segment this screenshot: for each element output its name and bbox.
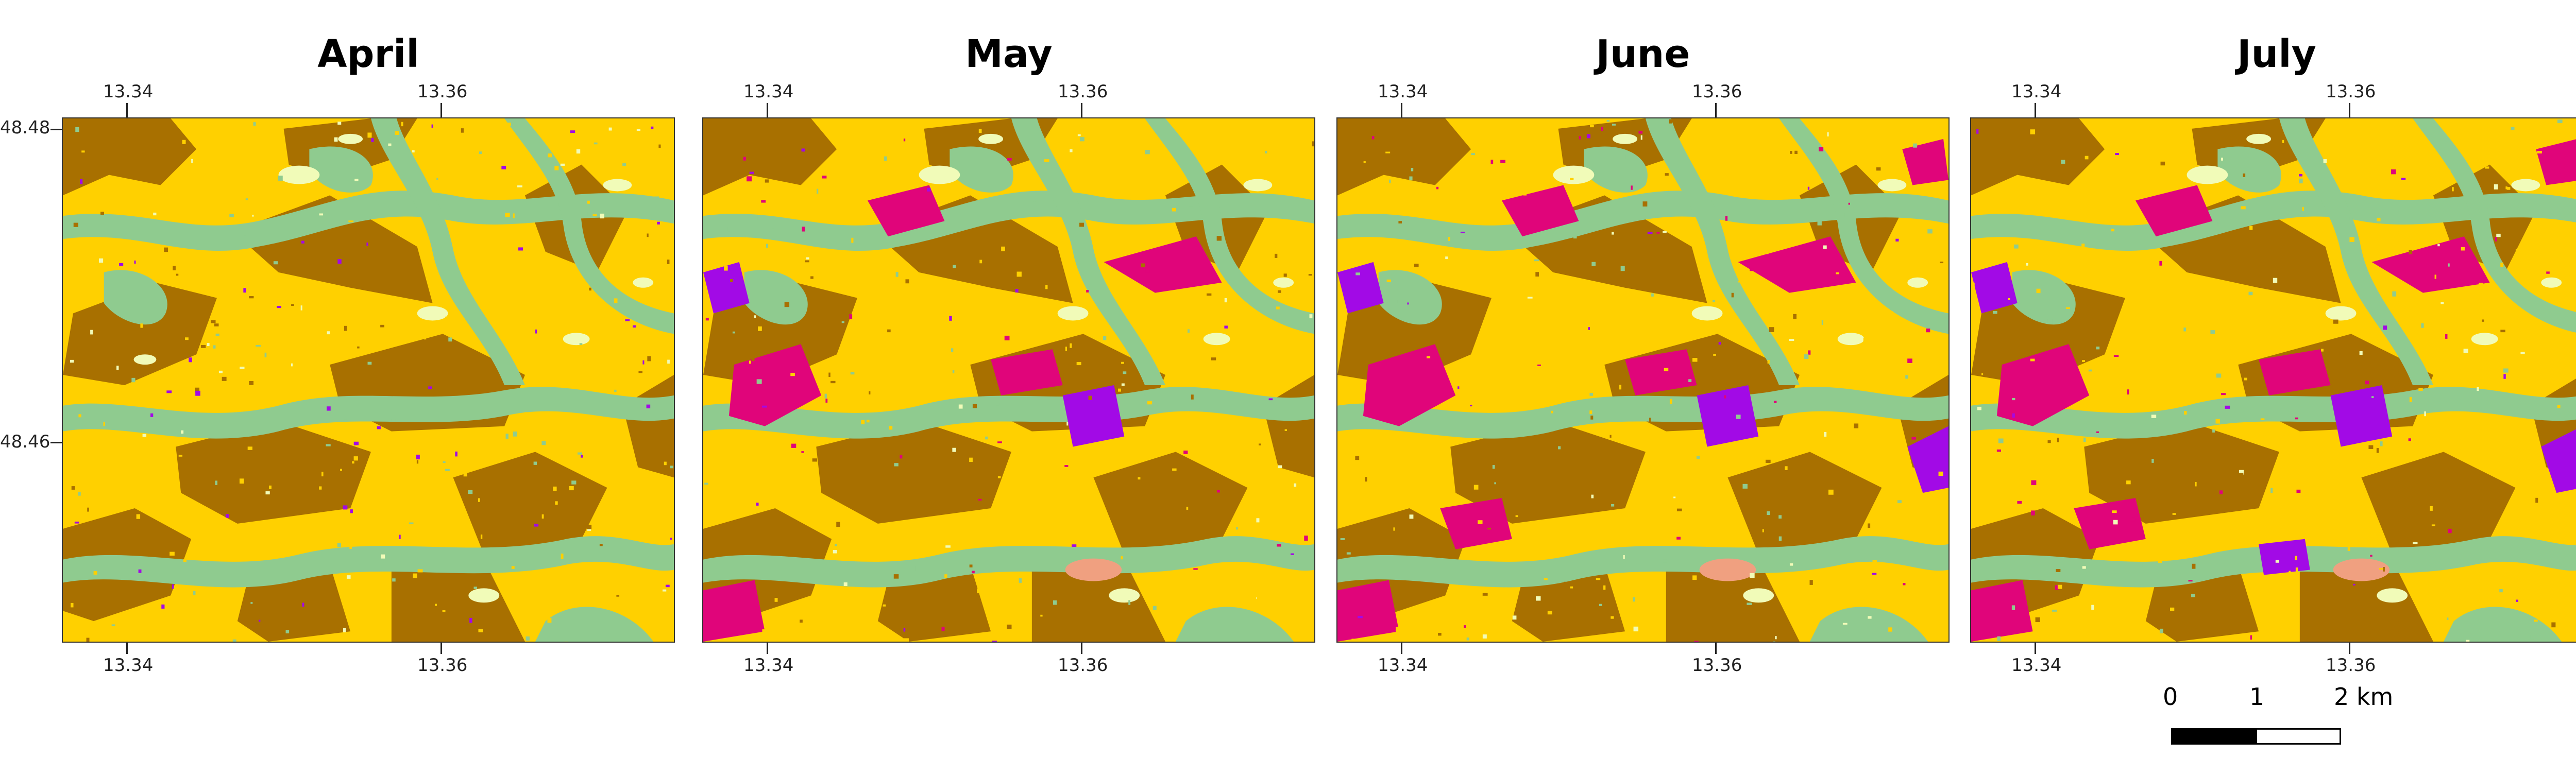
lat-tick-label-left: 48.46 — [0, 432, 50, 452]
scale-label-0: 0 — [2163, 683, 2178, 711]
tick-mark — [1081, 643, 1082, 654]
lon-tick-label: 13.34 — [1378, 81, 1428, 102]
tick-mark — [2035, 103, 2036, 117]
lon-tick-label: 13.36 — [417, 655, 468, 676]
lon-tick-label: 13.34 — [743, 81, 794, 102]
scale-bar-segment-white — [2256, 728, 2341, 745]
tick-mark — [1401, 643, 1402, 654]
map-svg-may — [703, 118, 1314, 642]
map-svg-june — [1337, 118, 1948, 642]
lat-tick-label-left: 48.48 — [0, 117, 50, 138]
tick-mark — [767, 643, 768, 654]
tick-mark — [1081, 103, 1082, 117]
map-panel-april[interactable] — [62, 117, 675, 643]
tick-mark — [126, 103, 128, 117]
tick-mark — [2349, 643, 2350, 654]
map-panel-may[interactable] — [702, 117, 1315, 643]
tick-mark — [1715, 103, 1717, 117]
lon-tick-label: 13.34 — [2011, 81, 2062, 102]
lon-tick-label: 13.34 — [743, 655, 794, 676]
lon-tick-label: 13.36 — [1692, 81, 1742, 102]
scale-bar-segment-black — [2171, 728, 2257, 745]
tick-mark — [126, 643, 128, 654]
lon-tick-label: 13.34 — [1378, 655, 1428, 676]
panel-title-may: May — [965, 32, 1053, 76]
lon-tick-label: 13.36 — [1058, 655, 1108, 676]
tick-mark — [440, 103, 442, 117]
tick-mark — [767, 103, 768, 117]
tick-mark — [440, 643, 442, 654]
lon-tick-label: 13.36 — [1058, 81, 1108, 102]
scale-label-2: 2 km — [2334, 683, 2394, 711]
lon-tick-label: 13.34 — [103, 81, 154, 102]
lon-tick-label: 13.34 — [103, 655, 154, 676]
map-panel-june[interactable] — [1336, 117, 1950, 643]
map-svg-april — [63, 118, 674, 642]
tick-mark — [1715, 643, 1717, 654]
tick-mark — [2035, 643, 2036, 654]
map-panel-july[interactable] — [1970, 117, 2576, 643]
lon-tick-label: 13.34 — [2011, 655, 2062, 676]
map-svg-july — [1971, 118, 2576, 642]
panel-title-june: June — [1596, 32, 1690, 76]
lon-tick-label: 13.36 — [417, 81, 468, 102]
lon-tick-label: 13.36 — [1692, 655, 1742, 676]
scale-label-1: 1 — [2249, 683, 2265, 711]
panel-title-july: July — [2237, 32, 2316, 76]
lon-tick-label: 13.36 — [2326, 81, 2376, 102]
tick-mark — [50, 129, 62, 130]
panel-title-april: April — [317, 32, 419, 76]
tick-mark — [2349, 103, 2350, 117]
lon-tick-label: 13.36 — [2326, 655, 2376, 676]
tick-mark — [1401, 103, 1402, 117]
tick-mark — [50, 442, 62, 443]
